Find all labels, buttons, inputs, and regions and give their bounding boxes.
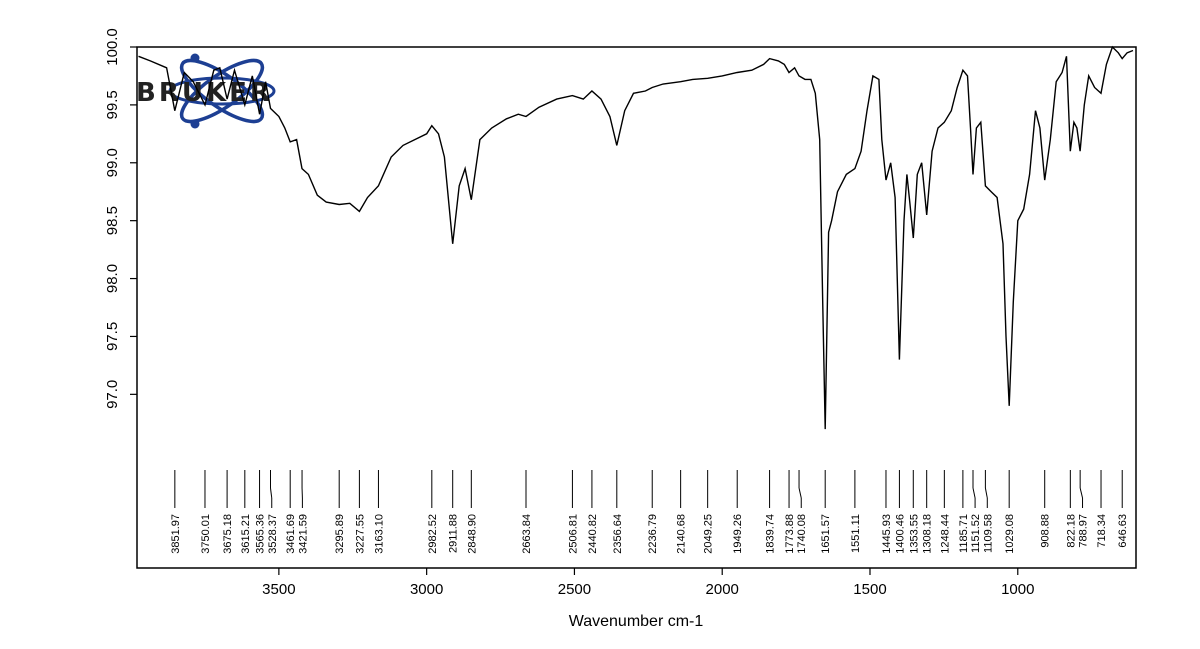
bruker-logo: BRUKER xyxy=(136,53,276,129)
peak-label: 908.88 xyxy=(1040,514,1052,548)
peak-label: 1400.46 xyxy=(894,514,906,554)
peak-label: 3421.59 xyxy=(297,514,309,554)
y-tick-label: 99.5 xyxy=(104,90,121,119)
y-tick-label: 99.0 xyxy=(104,148,121,177)
peak-label: 2049.25 xyxy=(703,514,715,554)
peak-label: 1839.74 xyxy=(765,514,777,554)
peak-label: 1248.44 xyxy=(939,514,951,554)
y-tick-label: 97.0 xyxy=(104,380,121,409)
y-tick-label: 98.5 xyxy=(104,206,121,235)
peak-label: 822.18 xyxy=(1065,514,1077,548)
peak-label: 718.34 xyxy=(1096,514,1108,548)
peak-label: 2356.64 xyxy=(612,514,624,554)
peak-marker-connector xyxy=(972,487,976,499)
peak-marker-connector xyxy=(798,487,802,499)
peak-label: 3615.21 xyxy=(240,514,252,554)
peak-label: 1185.71 xyxy=(958,514,970,553)
peak-label: 646.63 xyxy=(1117,514,1129,548)
peak-label: 2140.68 xyxy=(676,514,688,554)
peak-label: 2848.90 xyxy=(466,514,478,554)
peak-label: 3461.69 xyxy=(285,514,297,554)
plot-frame xyxy=(136,46,1137,569)
peak-label: 1651.57 xyxy=(820,514,832,554)
peak-label: 2911.88 xyxy=(448,514,460,553)
peak-label: 3163.10 xyxy=(373,514,385,554)
peak-label: 1308.18 xyxy=(922,514,934,554)
x-tick-label: 1500 xyxy=(853,581,886,598)
peak-label: 2663.84 xyxy=(521,514,533,554)
peak-label: 1353.55 xyxy=(908,514,920,554)
peak-label: 788.97 xyxy=(1078,514,1090,548)
spectrum-line xyxy=(138,45,1134,430)
y-tick-label: 97.5 xyxy=(104,322,121,351)
peak-label: 2982.52 xyxy=(427,514,439,554)
y-tick-label: 100.0 xyxy=(104,28,121,66)
peak-marker-connector xyxy=(269,487,273,499)
x-tick-label: 3500 xyxy=(262,581,295,598)
peak-label: 3528.37 xyxy=(267,514,279,554)
peak-label: 3295.89 xyxy=(334,514,346,554)
x-tick-label: 2500 xyxy=(558,581,591,598)
x-axis-title: Wavenumber cm-1 xyxy=(569,613,704,630)
peak-label: 1551.11 xyxy=(850,514,862,553)
peak-label: 1445.93 xyxy=(881,514,893,554)
peak-label: 2506.81 xyxy=(567,514,579,554)
peak-label: 3750.01 xyxy=(200,514,212,554)
peak-label: 2236.79 xyxy=(647,514,659,554)
peak-label: 1740.08 xyxy=(796,514,808,554)
peak-label: 1151.52 xyxy=(970,514,982,553)
peak-marker-connector xyxy=(1079,487,1084,499)
x-tick-label: 2000 xyxy=(706,581,739,598)
peak-label: 1949.26 xyxy=(732,514,744,554)
peak-label: 2440.82 xyxy=(587,514,599,554)
peak-label: 3565.36 xyxy=(255,514,267,554)
peak-label: 1109.58 xyxy=(982,514,994,553)
x-tick-label: 1000 xyxy=(1001,581,1034,598)
peak-label: 3227.55 xyxy=(354,514,366,554)
peak-marker-connector xyxy=(984,487,988,499)
peak-label: 3851.97 xyxy=(170,514,182,554)
peak-label: 1029.08 xyxy=(1004,514,1016,554)
y-tick-label: 98.0 xyxy=(104,264,121,293)
peak-label: 1773.88 xyxy=(784,514,796,554)
x-tick-label: 3000 xyxy=(410,581,443,598)
peak-label: 3675.18 xyxy=(222,514,234,554)
